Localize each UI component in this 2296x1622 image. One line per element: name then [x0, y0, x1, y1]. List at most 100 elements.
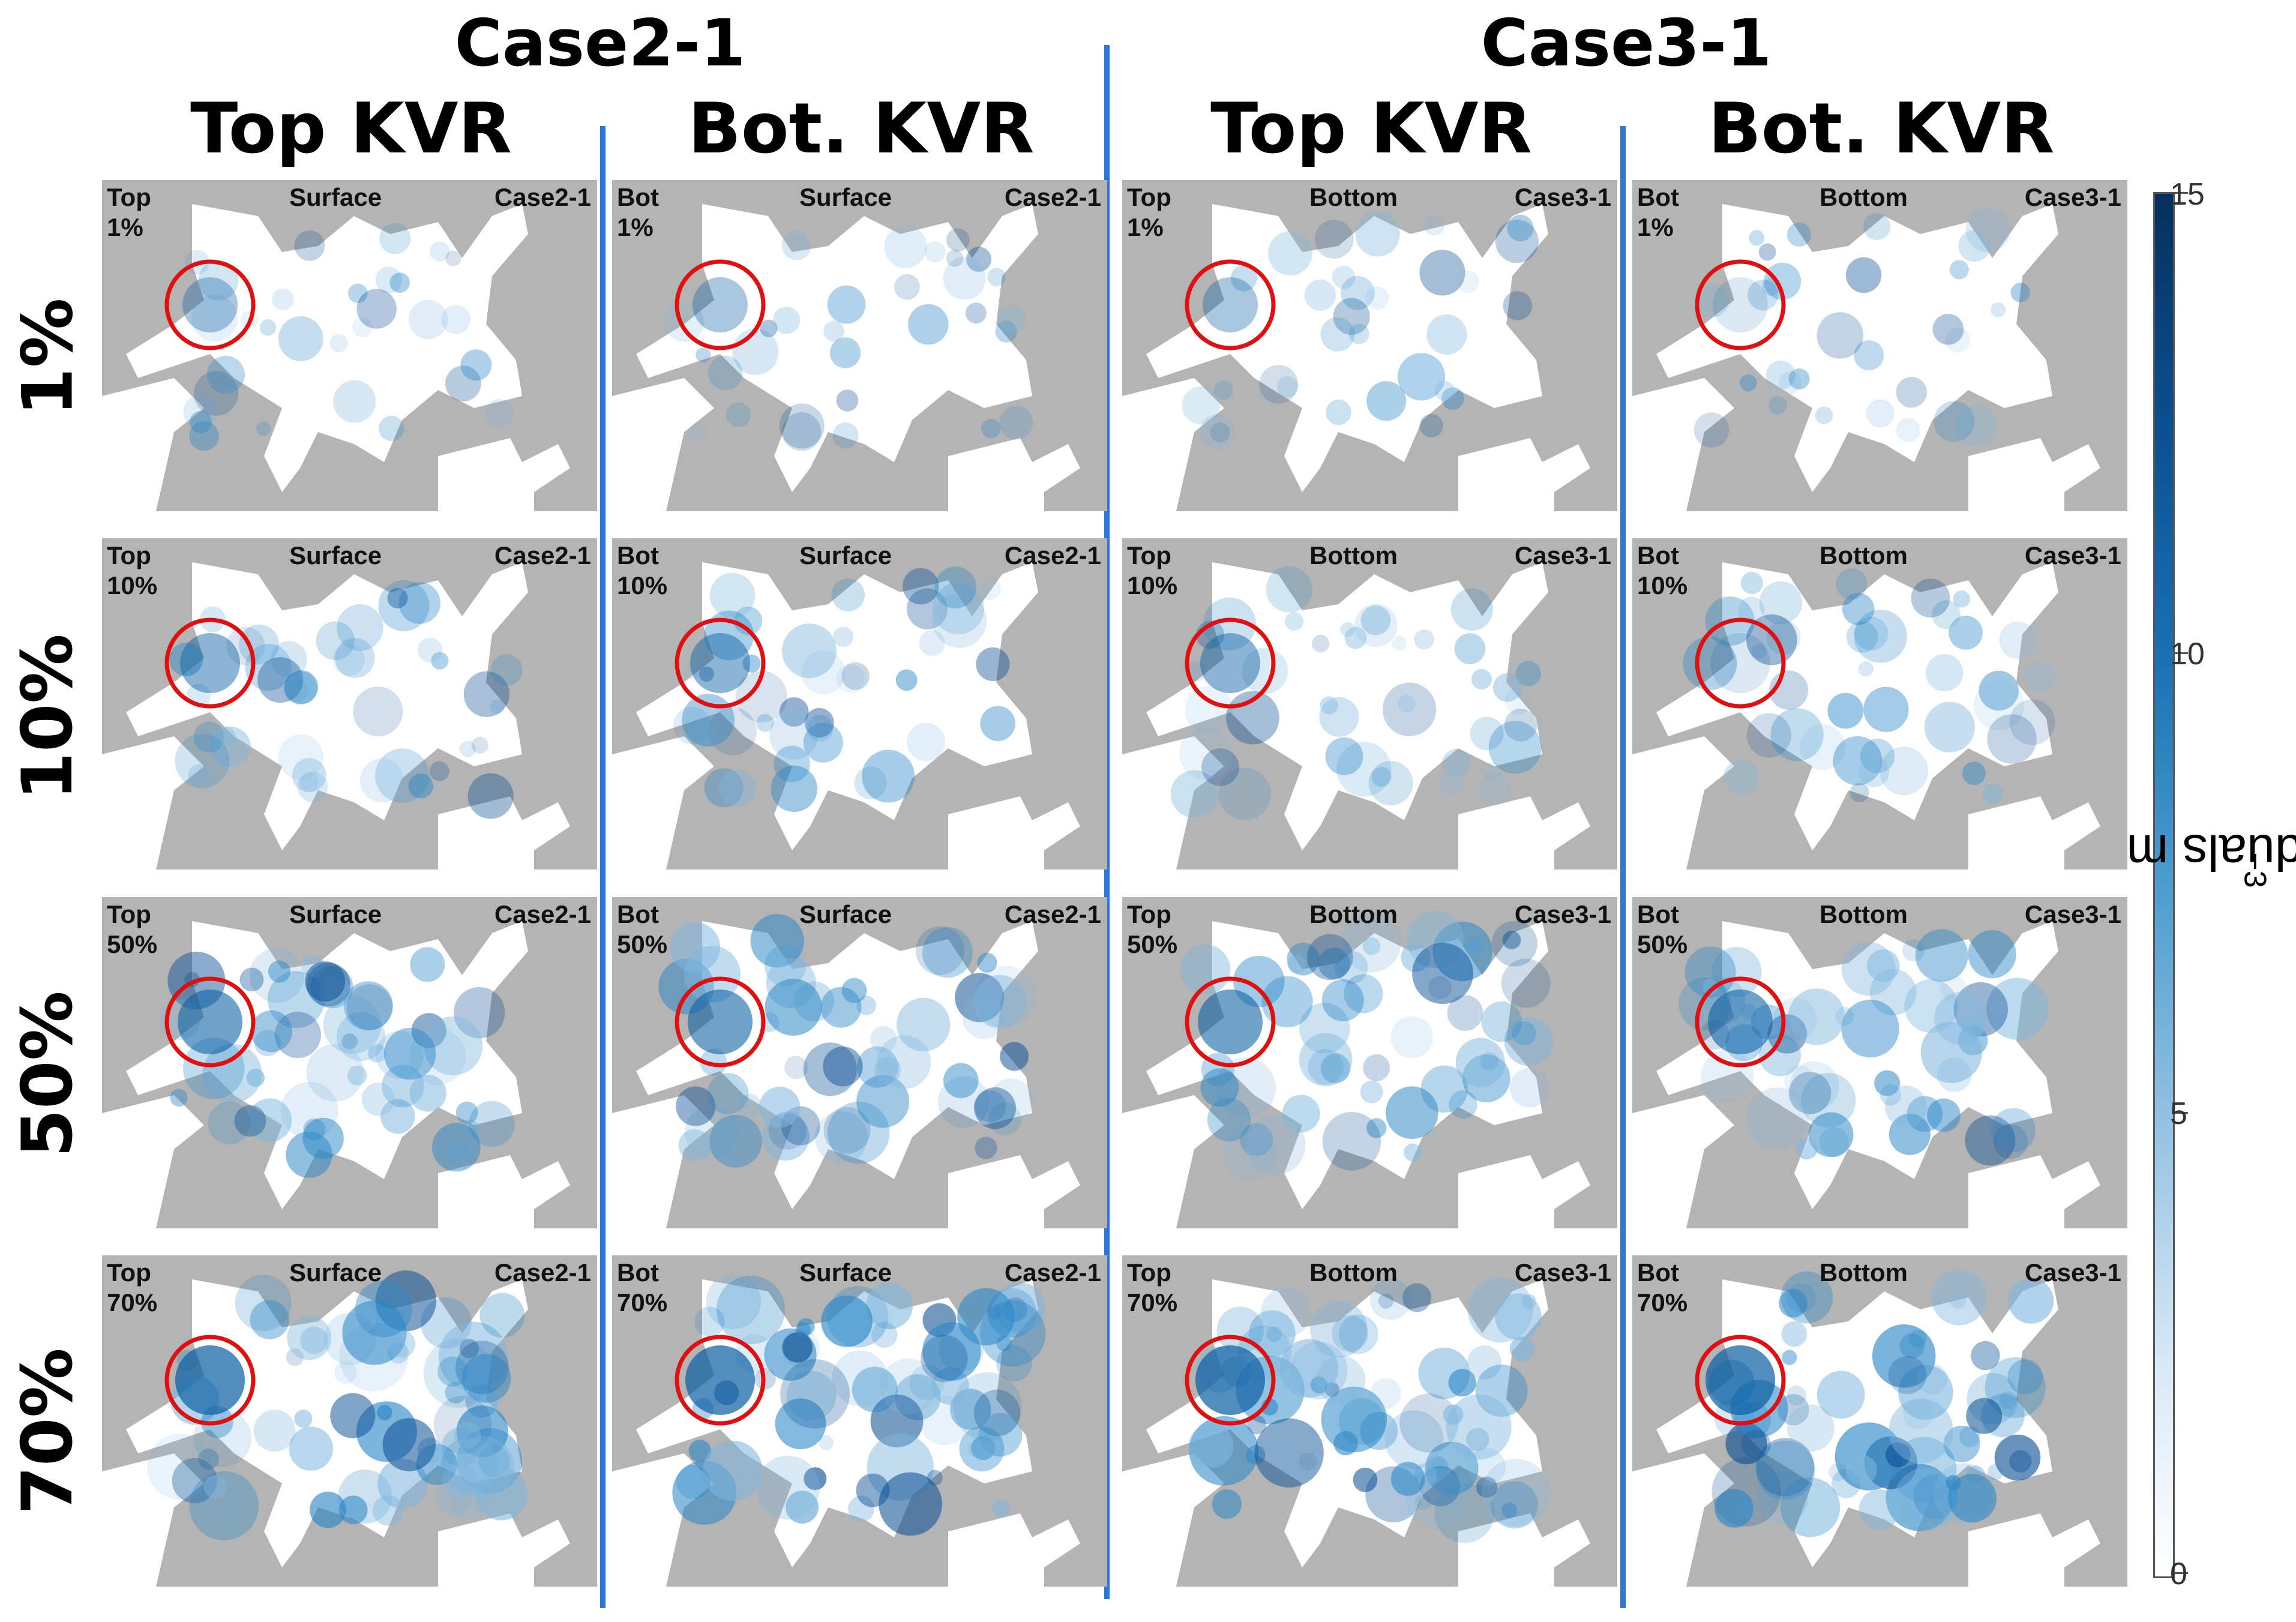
concentration-patch — [1386, 1086, 1438, 1139]
concentration-patch — [999, 305, 1026, 334]
panel-case-label: Case3-1 — [2024, 900, 2121, 928]
concentration-patch — [871, 1321, 898, 1348]
concentration-patch — [1402, 1283, 1432, 1312]
concentration-patch — [894, 274, 920, 300]
concentration-patch — [1247, 1415, 1267, 1435]
concentration-patch — [285, 679, 308, 702]
concentration-patch — [981, 418, 1001, 439]
concentration-patch — [1360, 1411, 1398, 1450]
concentration-patch — [333, 380, 376, 423]
concentration-patch — [716, 1275, 786, 1345]
concentration-patch — [356, 289, 397, 329]
concentration-patch — [383, 1027, 436, 1080]
water-area-inlet — [948, 796, 1080, 870]
concentration-patch — [373, 1495, 403, 1526]
concentration-patch — [664, 302, 705, 342]
concentration-patch — [765, 979, 822, 1036]
concentration-patch — [1965, 207, 2010, 253]
panel-percent-label: 10% — [1127, 571, 1178, 599]
concentration-patch — [183, 1038, 245, 1099]
concentration-patch — [1740, 571, 1763, 595]
concentration-patch — [2009, 699, 2055, 745]
concentration-patch — [1501, 958, 1551, 1008]
concentration-patch — [359, 758, 404, 803]
concentration-patch — [1858, 661, 1874, 677]
map-panel: Bot 70% Bottom Case3-1 — [1632, 1255, 2127, 1587]
water-area-lower — [1122, 736, 1224, 870]
panel-case-label: Case3-1 — [1514, 1258, 1611, 1287]
water-area-inlet — [1458, 1155, 1590, 1228]
concentration-patch — [1786, 1283, 1816, 1313]
concentration-patch — [442, 1463, 477, 1498]
concentration-patch — [207, 356, 245, 394]
concentration-patch — [194, 371, 239, 416]
panel-layer-label: Top — [107, 1258, 151, 1287]
concentration-patch — [1404, 1143, 1422, 1162]
concentration-patch — [147, 1434, 214, 1500]
water-area-lower — [102, 1453, 204, 1587]
concentration-patch — [202, 1044, 262, 1104]
concentration-patch — [1470, 716, 1504, 751]
concentration-patch — [198, 260, 239, 301]
concentration-patch — [756, 713, 774, 732]
concentration-patch — [726, 402, 751, 427]
highlight-circle — [1185, 976, 1276, 1068]
map-plot — [102, 1270, 570, 1587]
concentration-patch — [688, 1440, 711, 1462]
concentration-patch — [1979, 670, 2019, 711]
concentration-patch — [1279, 1339, 1339, 1398]
concentration-patch — [795, 1322, 811, 1338]
concentration-patch — [903, 568, 939, 605]
concentration-patch — [226, 626, 265, 665]
concentration-patch — [988, 1078, 1033, 1123]
water-area-lower — [102, 736, 204, 870]
panel-layer-label: Bot — [1637, 1258, 1679, 1287]
concentration-patch — [1362, 937, 1381, 955]
concentration-patch — [1759, 581, 1803, 625]
concentration-patch — [189, 421, 219, 451]
concentration-patch — [1746, 713, 1791, 758]
concentration-patch — [1348, 323, 1369, 344]
concentration-patch — [1366, 381, 1407, 421]
concentration-patch — [827, 285, 866, 324]
map-panel: Bot 50% Surface Case2-1 — [612, 897, 1107, 1228]
concentration-patch — [460, 349, 492, 381]
concentration-patch — [1787, 1404, 1835, 1452]
map-panel: Top 50% Surface Case2-1 — [102, 897, 597, 1228]
row-label-1pct: 1% — [7, 298, 89, 416]
concentration-patch — [870, 1394, 924, 1447]
concentration-patch — [1475, 1364, 1528, 1417]
water-area-inlet — [1458, 1513, 1590, 1587]
concentration-patch — [1425, 1441, 1479, 1495]
panel-depth-label: Surface — [799, 1258, 892, 1287]
concentration-patch — [1200, 1068, 1239, 1107]
concentration-patch — [1260, 1287, 1311, 1338]
concentration-patch — [781, 230, 812, 260]
concentration-patch — [704, 768, 744, 808]
concentration-patch — [1994, 1434, 2041, 1481]
colorbar-tick-label-0: 0 — [2170, 1557, 2187, 1591]
concentration-patch — [1414, 629, 1434, 650]
concentration-patch — [1746, 1087, 1809, 1150]
panel-case-label: Case3-1 — [1514, 541, 1611, 569]
dense-concentration-patch — [1198, 990, 1263, 1054]
concentration-patch — [1796, 1138, 1818, 1160]
concentration-patch — [330, 1393, 376, 1438]
concentration-patch — [253, 1410, 296, 1452]
concentration-patch — [1700, 1050, 1754, 1103]
map-plot — [612, 914, 1080, 1228]
concentration-patch — [1450, 588, 1493, 631]
concentration-patch — [1447, 995, 1483, 1031]
map-panel: Top 1% Bottom Case3-1 — [1122, 180, 1617, 511]
concentration-patch — [1412, 943, 1473, 1005]
concentration-patch — [1318, 948, 1350, 980]
column-title-top-kvr-case3: Top KVR — [1210, 88, 1532, 169]
concentration-patch — [297, 771, 328, 802]
case-title-case3-1: Case3-1 — [1480, 6, 1772, 81]
concentration-patch — [1872, 1324, 1936, 1388]
row-label-10pct: 10% — [7, 634, 88, 800]
concentration-patch — [759, 1086, 801, 1128]
concentration-patch — [965, 302, 987, 324]
panel-depth-label: Bottom — [1309, 541, 1398, 569]
concentration-patch — [379, 415, 404, 441]
